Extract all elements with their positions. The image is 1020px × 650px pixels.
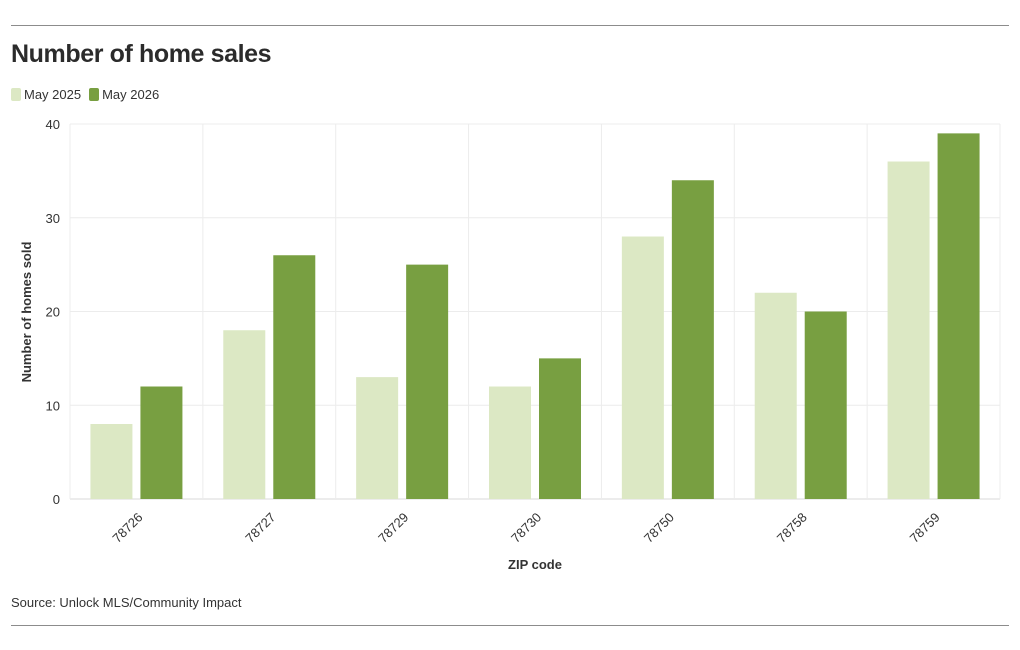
bar-78750-series-2: [671, 180, 714, 499]
bar-78758-series-1: [754, 292, 797, 499]
legend-swatch-series-2: [89, 88, 100, 101]
x-tick-label-78726: 78726: [109, 510, 145, 546]
chart-title: Number of home sales: [11, 40, 272, 68]
bar-78730-series-2: [539, 358, 581, 499]
y-tick-label: 10: [46, 398, 60, 413]
y-tick-label: 30: [46, 211, 60, 226]
x-tick-label-78750: 78750: [641, 510, 677, 546]
legend-label-series-1: May 2025: [24, 87, 82, 102]
x-tick-label-78729: 78729: [375, 510, 411, 546]
x-tick-label-78730: 78730: [508, 510, 544, 546]
bar-78727-series-1: [223, 330, 266, 499]
bar-78729-series-1: [356, 377, 399, 499]
bars: [90, 133, 980, 499]
x-tick-label-78727: 78727: [242, 510, 278, 546]
y-tick-label: 0: [53, 492, 60, 507]
bar-78727-series-2: [273, 255, 316, 499]
x-axis-ticks: 78726 78727 78729 78730 78750 78758 78759: [109, 510, 942, 546]
bottom-rule: [11, 625, 1009, 626]
bar-78750-series-1: [621, 236, 664, 499]
legend-item-series-1[interactable]: May 2025: [11, 87, 81, 102]
bar-78726-series-2: [140, 386, 183, 499]
legend: May 2025 May 2026: [11, 87, 167, 102]
top-rule: [11, 25, 1009, 26]
legend-label-series-2: May 2026: [102, 87, 160, 102]
y-tick-label: 20: [46, 305, 60, 320]
legend-item-series-2[interactable]: May 2026: [89, 87, 159, 102]
legend-swatch-series-1: [11, 88, 21, 101]
bar-78730-series-1: [489, 386, 531, 499]
bar-78759-series-2: [937, 133, 980, 499]
x-tick-label-78759: 78759: [907, 510, 943, 546]
bar-78759-series-1: [887, 161, 930, 499]
y-axis-label: Number of homes sold: [19, 242, 34, 383]
bar-78729-series-2: [406, 264, 449, 499]
source-note: Source: Unlock MLS/Community Impact: [11, 595, 242, 610]
x-tick-label-78758: 78758: [774, 510, 810, 546]
gridlines: [69, 123, 1001, 500]
bar-78758-series-2: [804, 311, 847, 499]
x-axis-label: ZIP code: [508, 557, 562, 572]
bar-78726-series-1: [90, 424, 133, 499]
y-tick-label: 40: [46, 117, 60, 132]
y-axis-ticks: 0 10 20 30 40: [46, 117, 60, 507]
